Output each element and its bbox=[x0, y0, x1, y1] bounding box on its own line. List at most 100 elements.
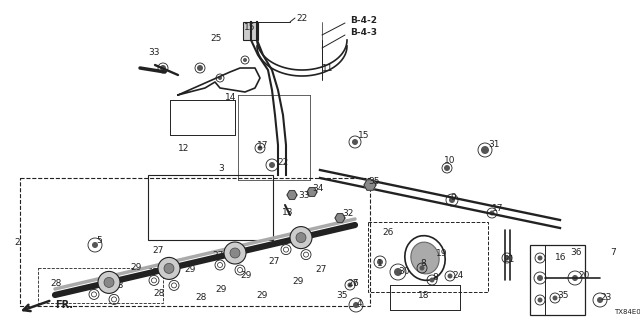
Circle shape bbox=[394, 268, 402, 276]
Text: 6: 6 bbox=[352, 278, 358, 287]
Text: 17: 17 bbox=[257, 140, 269, 149]
Ellipse shape bbox=[164, 263, 174, 273]
Circle shape bbox=[218, 76, 222, 80]
Ellipse shape bbox=[98, 271, 120, 293]
Text: 15: 15 bbox=[358, 131, 369, 140]
Circle shape bbox=[537, 275, 543, 281]
Circle shape bbox=[444, 165, 450, 171]
Circle shape bbox=[538, 298, 543, 302]
Polygon shape bbox=[307, 188, 317, 196]
Text: 29: 29 bbox=[215, 285, 227, 294]
Bar bbox=[530, 245, 585, 315]
Ellipse shape bbox=[411, 242, 439, 274]
Polygon shape bbox=[364, 180, 376, 190]
Text: 32: 32 bbox=[342, 209, 353, 218]
Text: 29: 29 bbox=[256, 292, 268, 300]
Text: 8: 8 bbox=[420, 259, 426, 268]
Text: 28: 28 bbox=[112, 282, 124, 291]
Text: 7: 7 bbox=[610, 247, 616, 257]
Circle shape bbox=[92, 242, 98, 248]
Text: 17: 17 bbox=[492, 204, 504, 212]
Text: 26: 26 bbox=[382, 228, 394, 236]
Circle shape bbox=[160, 65, 166, 71]
Text: 27: 27 bbox=[152, 245, 163, 254]
Text: 1: 1 bbox=[377, 259, 383, 268]
Ellipse shape bbox=[158, 257, 180, 279]
Circle shape bbox=[269, 162, 275, 168]
Text: 10: 10 bbox=[444, 156, 456, 164]
Text: 35: 35 bbox=[557, 292, 568, 300]
Text: 4: 4 bbox=[357, 299, 363, 308]
Text: 34: 34 bbox=[312, 183, 323, 193]
Text: 21: 21 bbox=[503, 255, 515, 265]
Text: B-4-3: B-4-3 bbox=[350, 28, 377, 36]
Text: 31: 31 bbox=[488, 140, 499, 148]
Text: 3: 3 bbox=[218, 164, 224, 172]
Ellipse shape bbox=[230, 248, 240, 258]
Text: 8: 8 bbox=[432, 274, 438, 283]
Bar bbox=[148, 175, 273, 240]
Circle shape bbox=[348, 283, 353, 287]
Text: 5: 5 bbox=[96, 236, 102, 244]
Text: 25: 25 bbox=[210, 34, 221, 43]
Text: 23: 23 bbox=[600, 293, 611, 302]
Text: 9: 9 bbox=[450, 193, 456, 202]
Text: 28: 28 bbox=[153, 289, 164, 298]
Text: 12: 12 bbox=[178, 143, 189, 153]
Text: 35: 35 bbox=[368, 177, 380, 186]
Bar bbox=[20, 178, 370, 306]
Text: 27: 27 bbox=[268, 258, 280, 267]
Ellipse shape bbox=[290, 227, 312, 249]
Text: 27: 27 bbox=[347, 278, 358, 287]
Circle shape bbox=[197, 65, 203, 71]
Text: 22: 22 bbox=[296, 13, 307, 22]
Text: 20: 20 bbox=[578, 271, 589, 281]
Text: 30: 30 bbox=[398, 268, 410, 276]
Circle shape bbox=[538, 255, 543, 260]
Text: 28: 28 bbox=[195, 293, 206, 302]
Text: 27: 27 bbox=[212, 251, 223, 260]
Polygon shape bbox=[287, 191, 297, 199]
Circle shape bbox=[449, 197, 455, 203]
Text: 35: 35 bbox=[336, 292, 348, 300]
Ellipse shape bbox=[224, 242, 246, 264]
Text: 22: 22 bbox=[277, 157, 288, 166]
Text: 33: 33 bbox=[148, 47, 159, 57]
Circle shape bbox=[490, 211, 495, 215]
Text: 33: 33 bbox=[298, 190, 310, 199]
Text: FR.: FR. bbox=[55, 300, 73, 310]
Polygon shape bbox=[335, 214, 345, 222]
Bar bbox=[368, 222, 488, 292]
Text: 29: 29 bbox=[130, 263, 141, 273]
Circle shape bbox=[572, 275, 578, 281]
Bar bbox=[38, 268, 163, 303]
Text: 36: 36 bbox=[570, 247, 582, 257]
Circle shape bbox=[552, 295, 557, 300]
Text: 14: 14 bbox=[225, 92, 236, 101]
Circle shape bbox=[419, 266, 424, 270]
Circle shape bbox=[377, 259, 383, 265]
Text: 18: 18 bbox=[418, 292, 429, 300]
Text: 15: 15 bbox=[244, 22, 255, 31]
Text: B-4-2: B-4-2 bbox=[350, 15, 377, 25]
Text: 29: 29 bbox=[240, 271, 252, 281]
Circle shape bbox=[597, 297, 603, 303]
Text: TX84E0312: TX84E0312 bbox=[614, 309, 640, 315]
Text: 2: 2 bbox=[14, 237, 20, 246]
Text: 24: 24 bbox=[452, 271, 463, 281]
Bar bbox=[243, 22, 258, 40]
Text: 19: 19 bbox=[436, 249, 447, 258]
Circle shape bbox=[352, 139, 358, 145]
Circle shape bbox=[504, 255, 509, 260]
Circle shape bbox=[257, 146, 262, 150]
Ellipse shape bbox=[104, 277, 114, 287]
Circle shape bbox=[429, 277, 435, 283]
Text: 29: 29 bbox=[184, 266, 195, 275]
Text: 16: 16 bbox=[555, 253, 566, 262]
Text: 27: 27 bbox=[315, 266, 326, 275]
Text: 13: 13 bbox=[282, 207, 294, 217]
Ellipse shape bbox=[296, 233, 306, 243]
Circle shape bbox=[481, 146, 489, 154]
Circle shape bbox=[243, 58, 247, 62]
Circle shape bbox=[353, 302, 359, 308]
